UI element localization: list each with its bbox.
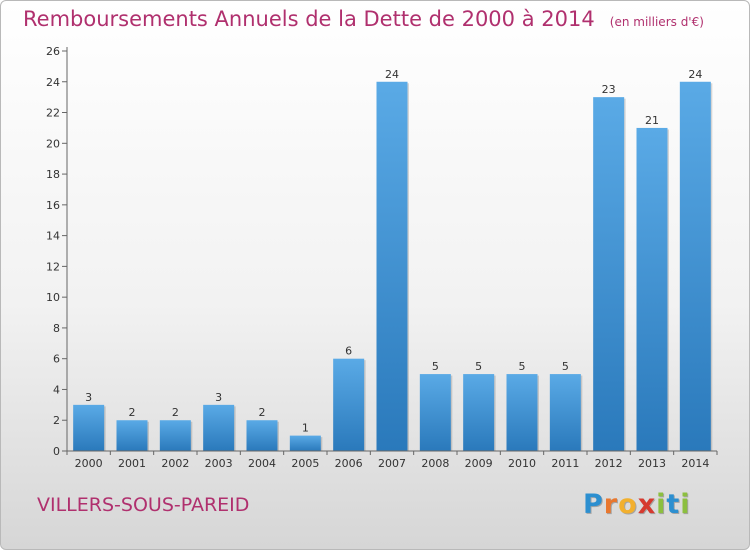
x-tick-label: 2008 — [421, 457, 449, 470]
y-tick-label: 2 — [53, 414, 60, 427]
bar-value-label: 3 — [215, 391, 222, 404]
logo-letter: i — [680, 489, 691, 520]
bar-value-label: 1 — [302, 422, 309, 435]
y-tick-label: 4 — [53, 383, 60, 396]
bar — [203, 404, 235, 451]
bar-value-label: 6 — [345, 345, 352, 358]
bar — [289, 435, 321, 451]
bar — [506, 374, 538, 451]
logo-letter: x — [637, 489, 657, 520]
bar-value-label: 2 — [259, 406, 266, 419]
bar-value-label: 24 — [385, 68, 399, 81]
bar-value-label: 2 — [172, 406, 179, 419]
x-tick-label: 2000 — [75, 457, 103, 470]
y-tick-label: 18 — [46, 168, 60, 181]
x-tick-label: 2006 — [335, 457, 363, 470]
x-tick-label: 2005 — [291, 457, 319, 470]
bar-value-label: 23 — [602, 83, 616, 96]
bar — [376, 81, 408, 452]
y-tick-label: 14 — [46, 230, 60, 243]
logo-letter: o — [618, 489, 638, 520]
x-tick-label: 2007 — [378, 457, 406, 470]
bar-value-label: 5 — [562, 360, 569, 373]
y-tick-label: 0 — [53, 445, 60, 458]
bar — [549, 374, 581, 451]
bar — [463, 374, 495, 451]
bar-value-label: 3 — [85, 391, 92, 404]
bar — [636, 127, 668, 451]
proxiti-logo: Proxiti — [583, 489, 691, 520]
bar — [73, 404, 105, 451]
bar — [333, 358, 365, 451]
x-tick-label: 2004 — [248, 457, 276, 470]
bar — [419, 374, 451, 451]
bar — [159, 420, 191, 451]
y-tick-label: 20 — [46, 137, 60, 150]
x-tick-label: 2011 — [551, 457, 579, 470]
logo-letter: t — [666, 489, 681, 520]
bar-value-label: 5 — [475, 360, 482, 373]
chart-title-block: Remboursements Annuels de la Dette de 20… — [23, 7, 704, 31]
x-tick-label: 2009 — [465, 457, 493, 470]
x-tick-label: 2014 — [681, 457, 709, 470]
y-tick-label: 12 — [46, 260, 60, 273]
y-tick-label: 24 — [46, 76, 60, 89]
x-tick-label: 2010 — [508, 457, 536, 470]
x-tick-label: 2003 — [205, 457, 233, 470]
x-tick-label: 2013 — [638, 457, 666, 470]
x-tick-label: 2001 — [118, 457, 146, 470]
bar-value-label: 21 — [645, 114, 659, 127]
bar — [246, 420, 278, 451]
logo-letter: P — [583, 489, 604, 520]
x-tick-label: 2012 — [595, 457, 623, 470]
y-tick-label: 8 — [53, 322, 60, 335]
y-tick-label: 26 — [46, 45, 60, 58]
y-tick-label: 22 — [46, 107, 60, 120]
x-tick-label: 2002 — [161, 457, 189, 470]
x-axis: 2000 2001 2002 2003 2004 2005 2006 2007 2008 2009… — [66, 450, 718, 470]
bar-value-label: 5 — [432, 360, 439, 373]
place-name: VILLERS-SOUS-PAREID — [37, 494, 250, 516]
bar — [679, 81, 711, 452]
y-tick-label: 16 — [46, 199, 60, 212]
bar-value-label: 5 — [519, 360, 526, 373]
unit-note: (en milliers d'€) — [609, 15, 704, 29]
logo-letter: i — [656, 489, 667, 520]
bar — [593, 97, 625, 452]
chart-title: Remboursements Annuels de la Dette de 20… — [23, 7, 595, 31]
bar-value-label: 2 — [129, 406, 136, 419]
bar — [116, 420, 148, 451]
bar-value-label: 24 — [688, 68, 702, 81]
y-tick-label: 6 — [53, 353, 60, 366]
logo-letter: r — [603, 489, 619, 520]
y-tick-label: 10 — [46, 291, 60, 304]
